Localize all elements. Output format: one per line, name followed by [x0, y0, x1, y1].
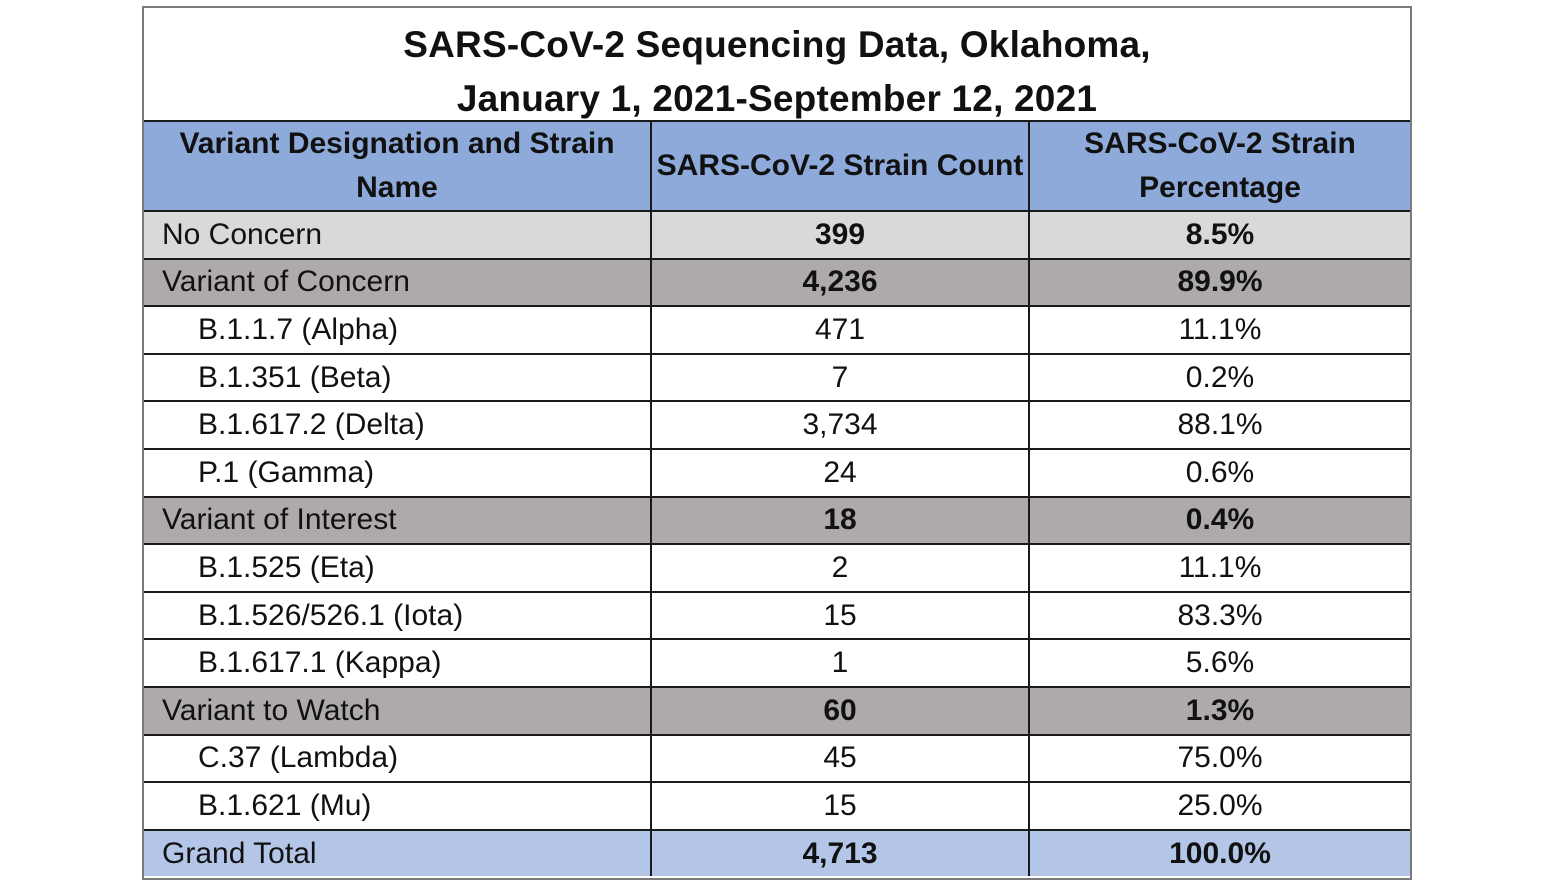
table-row: B.1.617.2 (Delta) 3,734 88.1% — [144, 400, 1410, 450]
variant-name-cell: P.1 (Gamma) — [144, 447, 652, 498]
strain-percentage-cell: 88.1% — [1028, 400, 1410, 450]
strain-count-cell: 3,734 — [650, 400, 1030, 450]
strain-count-cell: 2 — [650, 543, 1030, 593]
strain-count-cell: 45 — [650, 733, 1030, 784]
strain-count-cell: 399 — [650, 210, 1030, 260]
strain-percentage-cell: 25.0% — [1028, 781, 1410, 831]
sequencing-table: SARS-CoV-2 Sequencing Data, Oklahoma, Ja… — [142, 6, 1412, 880]
strain-count-cell: 4,236 — [650, 257, 1030, 308]
table-row: P.1 (Gamma) 24 0.6% — [144, 447, 1410, 498]
table-title: SARS-CoV-2 Sequencing Data, Oklahoma, Ja… — [144, 8, 1410, 122]
variant-name-cell: B.1.617.1 (Kappa) — [144, 638, 652, 688]
strain-percentage-cell: 11.1% — [1028, 305, 1410, 355]
strain-percentage-cell: 0.2% — [1028, 352, 1410, 403]
strain-percentage-cell: 83.3% — [1028, 590, 1410, 641]
table-row: B.1.351 (Beta) 7 0.2% — [144, 352, 1410, 403]
strain-percentage-cell: 11.1% — [1028, 543, 1410, 593]
table-row: Variant of Interest 18 0.4% — [144, 495, 1410, 546]
table-row: B.1.525 (Eta) 2 11.1% — [144, 543, 1410, 593]
column-header-count: SARS-CoV-2 Strain Count — [650, 122, 1030, 212]
table-row: Variant of Concern 4,236 89.9% — [144, 257, 1410, 308]
strain-count-cell: 4,713 — [650, 828, 1030, 877]
column-header-percentage: SARS-CoV-2 Strain Percentage — [1028, 122, 1410, 212]
table-row: C.37 (Lambda) 45 75.0% — [144, 733, 1410, 784]
table-row: B.1.1.7 (Alpha) 471 11.1% — [144, 305, 1410, 355]
strain-percentage-cell: 0.4% — [1028, 495, 1410, 546]
variant-name-cell: B.1.526/526.1 (Iota) — [144, 590, 652, 641]
strain-percentage-cell: 89.9% — [1028, 257, 1410, 308]
strain-count-cell: 60 — [650, 685, 1030, 736]
strain-percentage-cell: 5.6% — [1028, 638, 1410, 688]
variant-name-cell: B.1.621 (Mu) — [144, 781, 652, 831]
strain-count-cell: 18 — [650, 495, 1030, 546]
strain-percentage-cell: 1.3% — [1028, 685, 1410, 736]
table-body: No Concern 399 8.5% Variant of Concern 4,236… — [144, 210, 1410, 877]
strain-count-cell: 7 — [650, 352, 1030, 403]
variant-name-cell: B.1.351 (Beta) — [144, 352, 652, 403]
total-row: Grand Total 4,713 100.0% — [144, 828, 1410, 877]
variant-name-cell: Variant of Concern — [144, 257, 652, 308]
strain-count-cell: 15 — [650, 590, 1030, 641]
title-line-1: SARS-CoV-2 Sequencing Data, Oklahoma, — [403, 24, 1151, 65]
column-header-variant: Variant Designation and Strain Name — [144, 122, 652, 212]
data-table: Variant Designation and Strain Name SARS… — [144, 122, 1410, 877]
variant-name-cell: B.1.1.7 (Alpha) — [144, 305, 652, 355]
variant-name-cell: No Concern — [144, 210, 652, 260]
variant-name-cell: C.37 (Lambda) — [144, 733, 652, 784]
variant-name-cell: Grand Total — [144, 828, 652, 877]
strain-percentage-cell: 0.6% — [1028, 447, 1410, 498]
strain-percentage-cell: 75.0% — [1028, 733, 1410, 784]
table-row: B.1.617.1 (Kappa) 1 5.6% — [144, 638, 1410, 688]
variant-name-cell: B.1.617.2 (Delta) — [144, 400, 652, 450]
strain-percentage-cell: 8.5% — [1028, 210, 1410, 260]
strain-count-cell: 24 — [650, 447, 1030, 498]
header-row: Variant Designation and Strain Name SARS… — [144, 122, 1410, 212]
table-row: B.1.621 (Mu) 15 25.0% — [144, 781, 1410, 831]
table-row: B.1.526/526.1 (Iota) 15 83.3% — [144, 590, 1410, 641]
variant-name-cell: Variant of Interest — [144, 495, 652, 546]
strain-count-cell: 471 — [650, 305, 1030, 355]
strain-count-cell: 15 — [650, 781, 1030, 831]
variant-name-cell: B.1.525 (Eta) — [144, 543, 652, 593]
variant-name-cell: Variant to Watch — [144, 685, 652, 736]
title-line-2: January 1, 2021-September 12, 2021 — [456, 78, 1098, 119]
strain-percentage-cell: 100.0% — [1028, 828, 1410, 877]
table-row: Variant to Watch 60 1.3% — [144, 685, 1410, 736]
table-row: No Concern 399 8.5% — [144, 210, 1410, 260]
strain-count-cell: 1 — [650, 638, 1030, 688]
